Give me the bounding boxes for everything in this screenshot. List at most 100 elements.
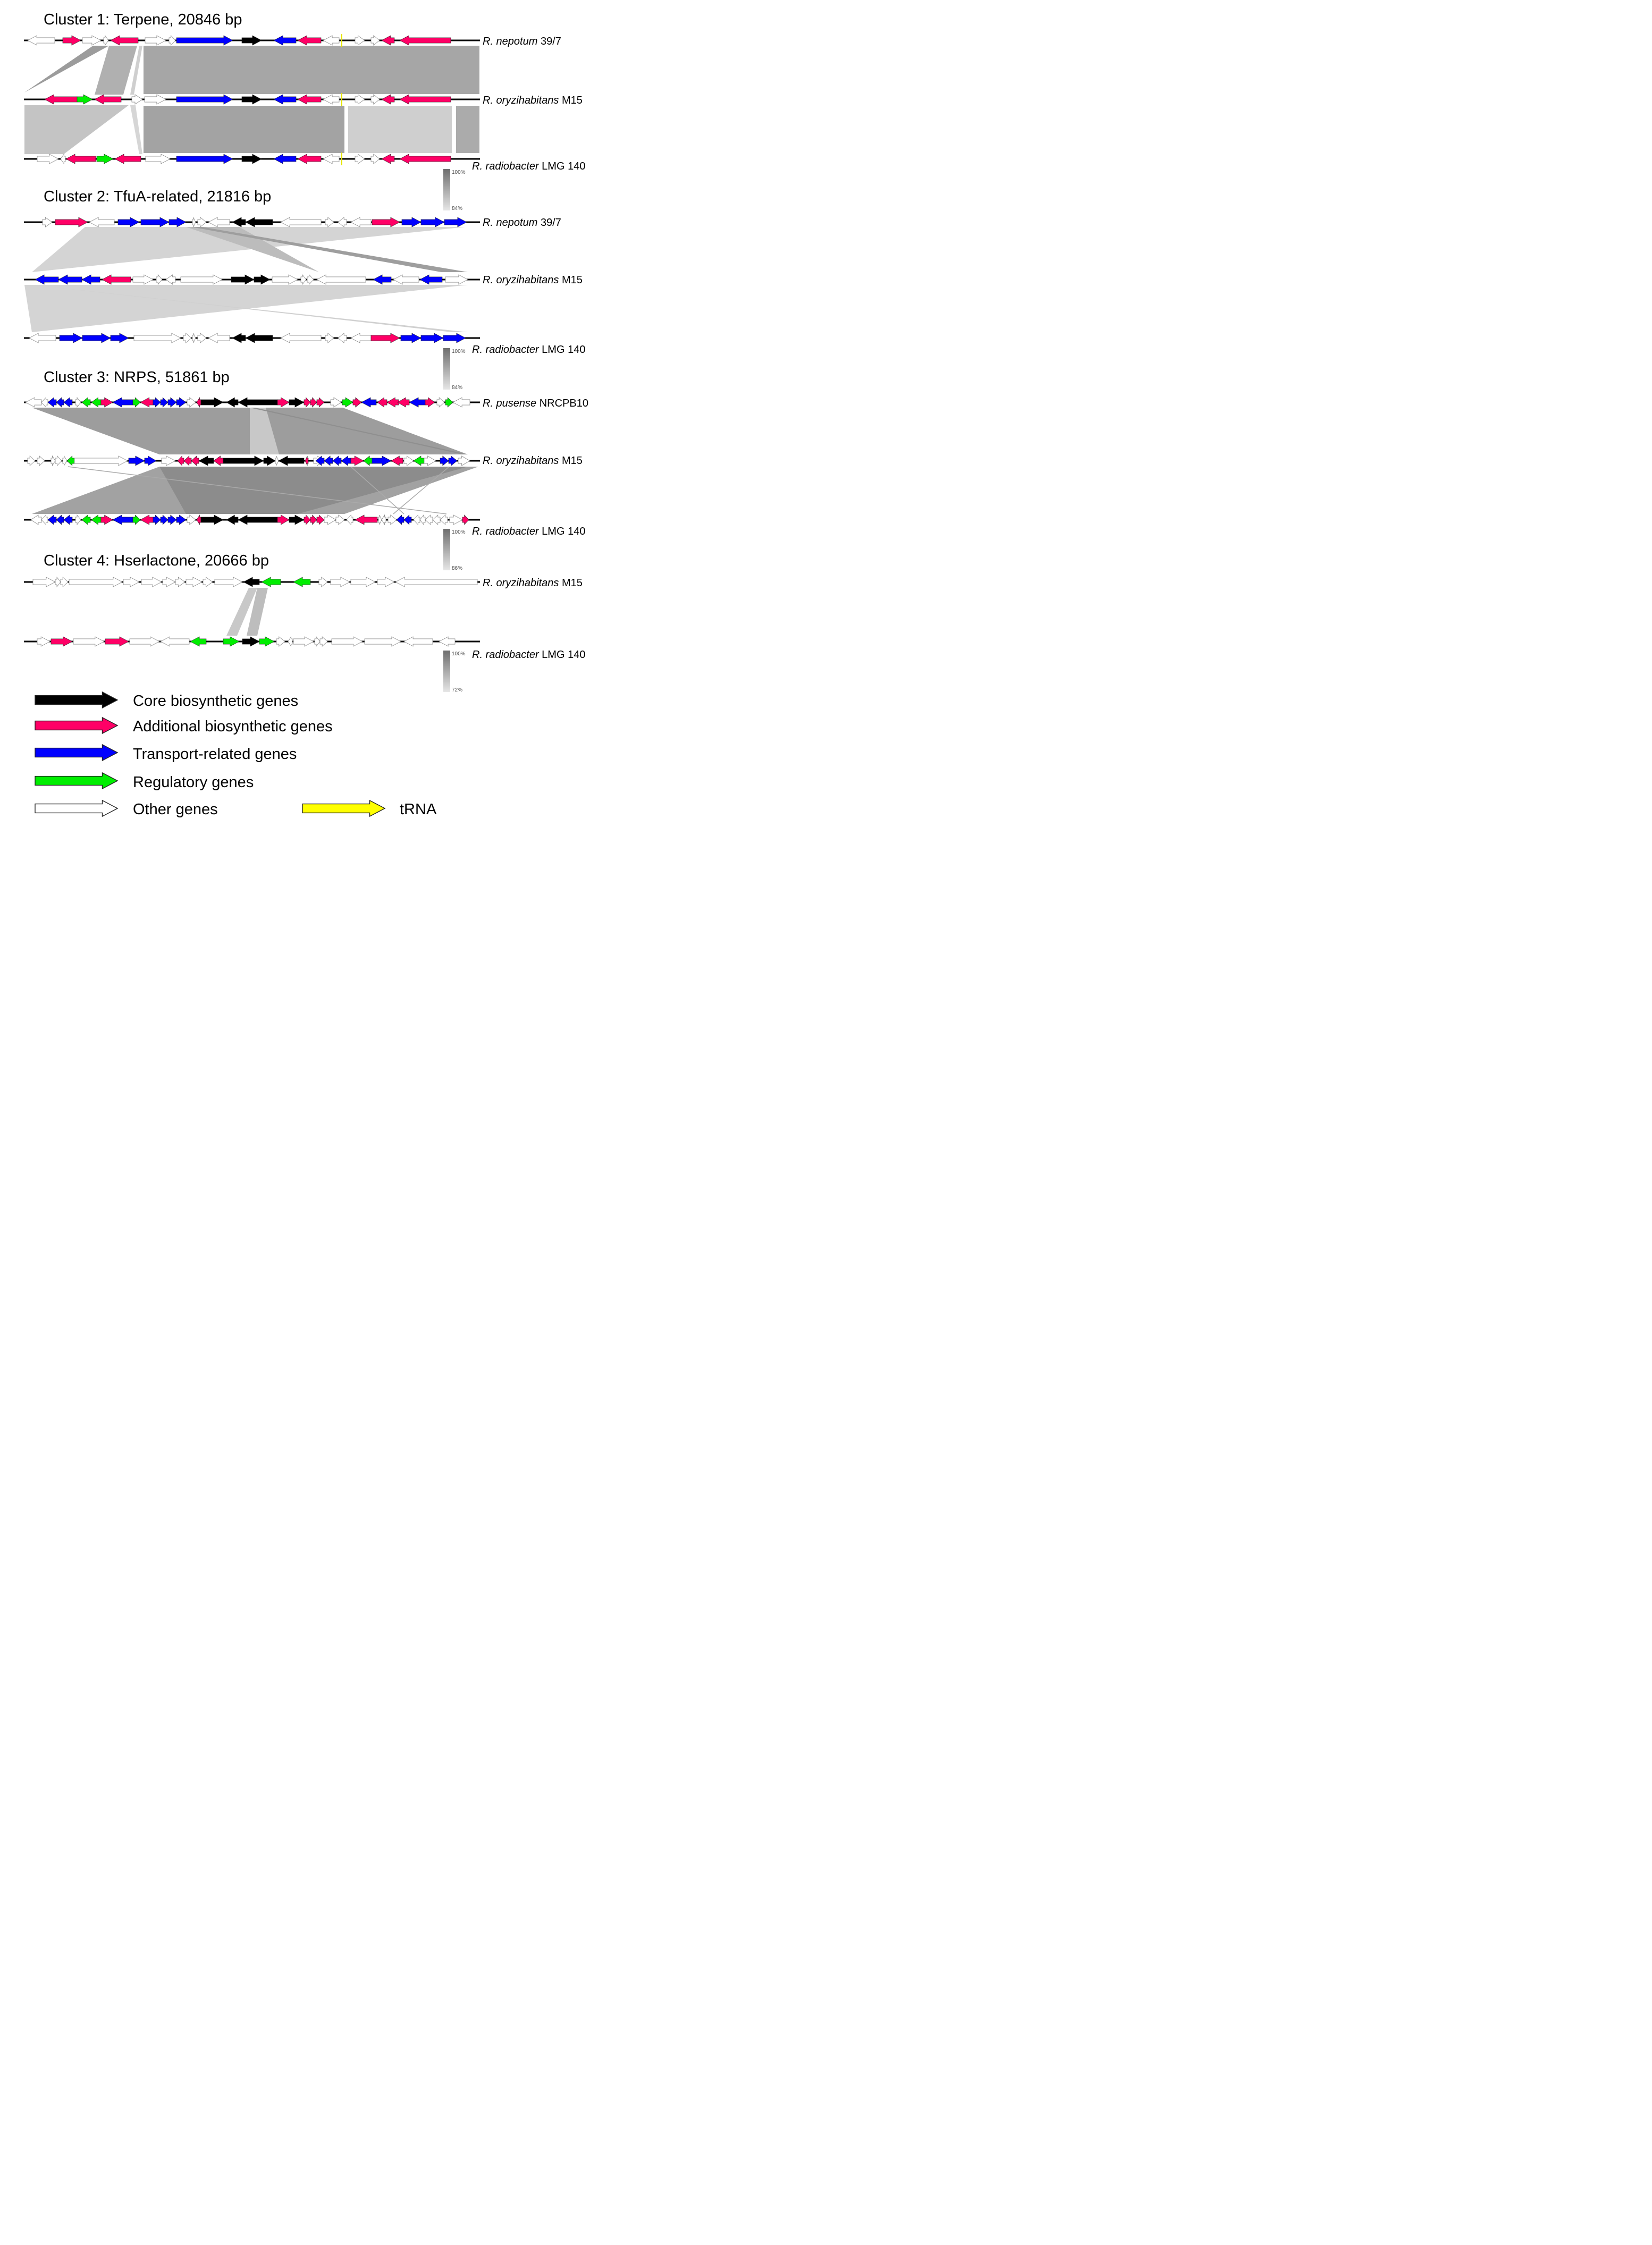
transport-gene-arrow xyxy=(373,274,392,285)
additional-gene-arrow xyxy=(372,217,400,227)
legend: Core biosynthetic genes Additional biosyn… xyxy=(35,691,437,818)
regulatory-gene-arrow xyxy=(190,636,207,647)
regulatory-legend-swatch xyxy=(35,772,119,790)
transport-gene-arrow xyxy=(396,514,404,525)
other-gene-arrow xyxy=(350,217,372,227)
legend-item-trna: tRNA xyxy=(302,799,437,818)
other-gene-arrow xyxy=(370,154,380,164)
similarity-block xyxy=(32,285,468,332)
legend-item-additional: Additional biosynthetic genes xyxy=(35,716,333,735)
other-gene-arrow xyxy=(41,514,48,526)
other-gene-arrow xyxy=(445,274,468,285)
other-gene-arrow xyxy=(27,455,36,466)
transport-gene-arrow xyxy=(372,455,392,466)
scale-max-label: 100% xyxy=(452,170,466,175)
core-gene-arrow xyxy=(200,397,224,408)
transport-gene-arrow xyxy=(58,274,82,285)
legend-item-other: Other genes xyxy=(35,799,218,818)
transport-gene-arrow xyxy=(315,455,325,466)
regulatory-gene-arrow xyxy=(81,514,91,525)
core-gene-arrow xyxy=(200,514,224,525)
similarity-block xyxy=(191,227,468,272)
additional-gene-arrow xyxy=(316,397,325,408)
transport-gene-arrow xyxy=(401,217,422,227)
core-gene-arrow xyxy=(232,217,246,227)
other-gene-arrow xyxy=(276,636,285,647)
other-gene-arrow xyxy=(403,455,414,466)
transport-gene-arrow xyxy=(400,333,422,343)
other-gene-arrow xyxy=(123,577,140,587)
other-gene-arrow xyxy=(175,577,186,587)
track-c3-radiobacter xyxy=(24,514,480,526)
additional-gene-arrow xyxy=(305,455,309,466)
similarity-block xyxy=(24,105,129,154)
similarity-line xyxy=(68,466,447,514)
other-gene-arrow xyxy=(156,274,163,285)
additional-gene-arrow xyxy=(397,397,410,408)
additional-gene-arrow xyxy=(114,154,141,164)
transport-gene-arrow xyxy=(56,397,64,408)
other-gene-arrow xyxy=(458,455,470,466)
transport-gene-arrow xyxy=(153,397,161,408)
similarity-block xyxy=(95,46,137,95)
species-name: R. radiobacter xyxy=(472,649,540,661)
strain-label: R. radiobacter LMG 140 xyxy=(472,161,585,172)
other-gene-arrow xyxy=(449,514,463,525)
transport-gene-arrow xyxy=(168,217,187,227)
legend-label: Regulatory genes xyxy=(133,774,254,791)
other-gene-arrow xyxy=(73,636,105,647)
other-gene-arrow xyxy=(272,274,298,285)
additional-gene-arrow xyxy=(65,154,96,164)
similarity-block xyxy=(250,408,468,454)
other-gene-arrow xyxy=(330,577,350,587)
gene-tracks xyxy=(24,34,480,647)
other-gene-arrow xyxy=(89,217,115,227)
cluster-title: Cluster 2: TfuA-related, 21816 bp xyxy=(44,188,271,205)
additional-gene-arrow xyxy=(105,636,129,647)
other-gene-arrow xyxy=(324,514,336,525)
scale-min-label: 84% xyxy=(452,206,462,212)
other-gene-arrow xyxy=(192,217,196,227)
other-gene-arrow xyxy=(452,397,470,408)
other-gene-arrow xyxy=(355,154,365,164)
core-gene-arrow xyxy=(238,514,278,525)
other-gene-arrow xyxy=(74,455,128,466)
transport-gene-arrow xyxy=(273,35,297,46)
strain-label: R. oryzihabitans M15 xyxy=(483,577,583,589)
legend-item-core: Core biosynthetic genes xyxy=(35,691,298,710)
regulatory-gene-arrow xyxy=(445,397,453,408)
other-gene-arrow xyxy=(203,577,213,587)
other-gene-arrow xyxy=(55,455,62,467)
cluster-comparison-figure: Cluster 1: Terpene, 20846 bp R. nepotum 3… xyxy=(24,11,588,818)
similarity-block xyxy=(159,467,468,514)
other-gene-arrow xyxy=(316,274,366,285)
other-gene-arrow xyxy=(318,577,328,587)
transport-gene-arrow xyxy=(160,514,168,525)
scale-min-label: 84% xyxy=(452,385,462,391)
additional-gene-arrow xyxy=(100,397,113,408)
other-gene-arrow xyxy=(419,514,426,526)
additional-gene-arrow xyxy=(391,455,403,466)
additional-gene-arrow xyxy=(462,514,469,525)
strain-label: R. pusense NRCPB10 xyxy=(483,398,588,409)
other-gene-arrow xyxy=(275,455,279,466)
additional-gene-arrow xyxy=(304,397,311,408)
transport-gene-arrow xyxy=(144,455,157,466)
other-gene-arrow xyxy=(75,396,81,408)
transport-gene-arrow xyxy=(167,397,177,408)
additional-gene-arrow xyxy=(140,397,154,408)
other-gene-arrow xyxy=(338,333,347,343)
transport-gene-arrow xyxy=(448,455,458,466)
legend-label: Other genes xyxy=(133,801,218,818)
transport-gene-arrow xyxy=(176,94,233,105)
legend-item-transport: Transport-related genes xyxy=(35,744,297,763)
additional-gene-arrow xyxy=(183,455,192,466)
transport-gene-arrow xyxy=(420,217,445,227)
core-gene-arrow xyxy=(242,636,260,647)
core-gene-arrow xyxy=(289,514,305,525)
additional-gene-arrow xyxy=(55,217,88,227)
additional-gene-arrow xyxy=(352,397,362,408)
species-name: R. nepotum xyxy=(483,36,537,47)
strain-id: LMG 140 xyxy=(539,649,586,661)
other-gene-arrow xyxy=(331,636,363,647)
